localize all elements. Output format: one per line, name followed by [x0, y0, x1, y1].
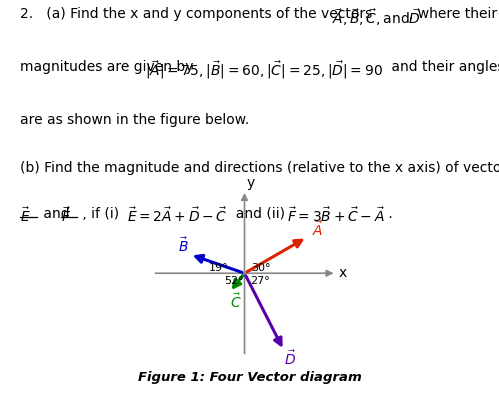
Text: 27°: 27° [250, 276, 269, 286]
Text: .: . [384, 207, 393, 221]
Text: (b) Find the magnitude and directions (relative to the x axis) of vectors: (b) Find the magnitude and directions (r… [20, 161, 499, 175]
Text: $\vec{A}, \vec{B}, \vec{C},\mathrm{and}\vec{D}$: $\vec{A}, \vec{B}, \vec{C},\mathrm{and}\… [332, 7, 421, 27]
Text: Figure 1: Four Vector diagram: Figure 1: Four Vector diagram [138, 371, 361, 384]
Text: $\vec{E}=2\vec{A}+\vec{D}-\vec{C}$: $\vec{E}=2\vec{A}+\vec{D}-\vec{C}$ [127, 207, 228, 225]
Text: , where their: , where their [409, 7, 498, 21]
Text: $|\vec{A}|=75,|\vec{B}|=60,|\vec{C}|=25,|\vec{D}|=90$: $|\vec{A}|=75,|\vec{B}|=60,|\vec{C}|=25,… [145, 60, 383, 81]
Text: 52°: 52° [225, 276, 244, 286]
Text: $\vec{D}$: $\vec{D}$ [284, 349, 296, 367]
Text: $\vec{C}$: $\vec{C}$ [230, 293, 242, 311]
Text: $\vec{E}$: $\vec{E}$ [20, 207, 31, 225]
Text: 2.   (a) Find the x and y components of the vectors: 2. (a) Find the x and y components of th… [20, 7, 377, 21]
Text: , if (i): , if (i) [78, 207, 124, 221]
Text: x: x [339, 266, 347, 280]
Text: y: y [247, 176, 254, 190]
Text: $\vec{F}=3\vec{B}+\vec{C}-\vec{A}$: $\vec{F}=3\vec{B}+\vec{C}-\vec{A}$ [287, 207, 385, 225]
Text: are as shown in the figure below.: are as shown in the figure below. [20, 112, 249, 127]
Text: and: and [39, 207, 74, 221]
Text: 30°: 30° [251, 263, 271, 272]
Text: $\vec{F}$: $\vec{F}$ [61, 207, 71, 225]
Text: $\vec{B}$: $\vec{B}$ [178, 236, 188, 255]
Text: and their angles: and their angles [387, 60, 499, 74]
Text: and (ii): and (ii) [227, 207, 289, 221]
Text: magnitudes are given by: magnitudes are given by [20, 60, 202, 74]
Text: 19°: 19° [209, 263, 228, 272]
Text: $\vec{A}$: $\vec{A}$ [312, 221, 323, 240]
